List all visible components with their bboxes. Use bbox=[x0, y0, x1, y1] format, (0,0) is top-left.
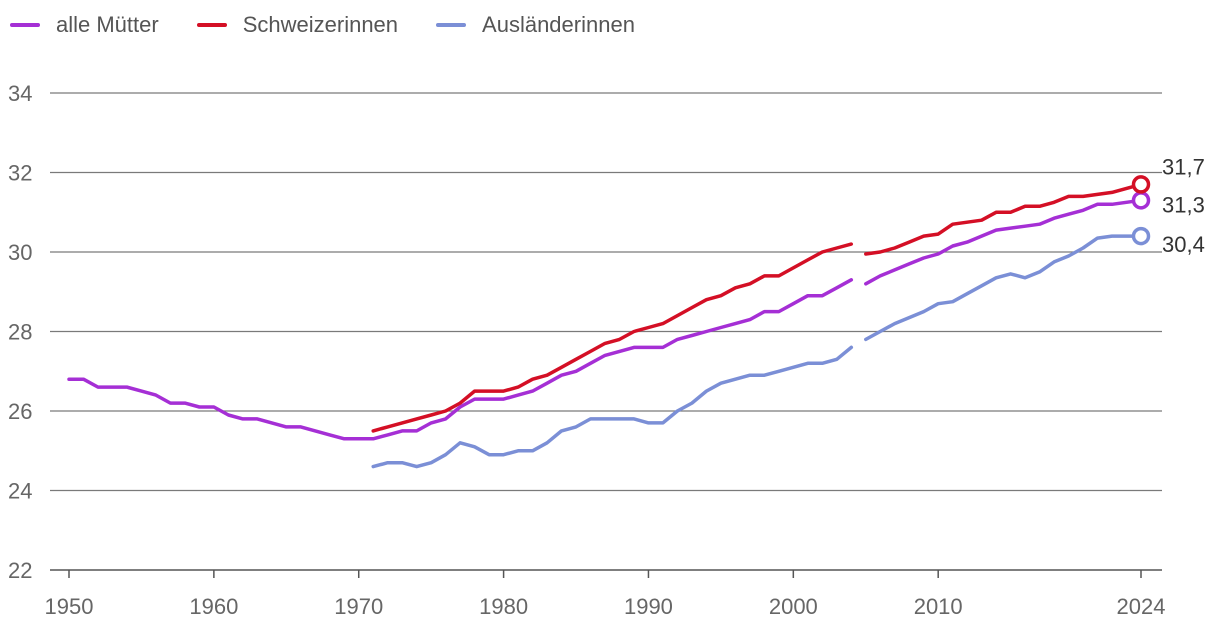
y-tick-label-26: 26 bbox=[8, 399, 32, 424]
series-end-marker-0[interactable] bbox=[1131, 191, 1151, 210]
series-line-1-segment-2 bbox=[864, 182, 1143, 256]
axis-layer: 22 24 26 28 30 32 34 1950 1960 1970 1980 1990 2000 20… bbox=[8, 81, 1165, 619]
y-tick-label-28: 28 bbox=[8, 320, 32, 345]
y-tick-label-34: 34 bbox=[8, 81, 32, 106]
x-tick-label-2024: 2024 bbox=[1117, 594, 1166, 619]
x-tick-label-2000: 2000 bbox=[769, 594, 818, 619]
series-line-2-segment-2 bbox=[864, 234, 1143, 342]
grid-layer bbox=[50, 92, 1162, 492]
x-tick-label-1960: 1960 bbox=[189, 594, 238, 619]
series-end-marker-2[interactable] bbox=[1131, 226, 1151, 246]
legend-swatch-all-mothers bbox=[10, 23, 40, 27]
series-end-label-2: 30,4 bbox=[1162, 232, 1205, 257]
legend-label-swiss: Schweizerinnen bbox=[242, 12, 399, 37]
y-tick-label-24: 24 bbox=[8, 479, 32, 504]
series-line-0-segment-2 bbox=[864, 198, 1143, 286]
legend-item-swiss[interactable]: Schweizerinnen bbox=[196, 12, 399, 38]
legend-item-foreign[interactable]: Ausländerinnen bbox=[436, 12, 635, 38]
legend-swatch-swiss bbox=[196, 23, 227, 27]
chart-legend: alle Mütter Schweizerinnen Ausländerinne… bbox=[10, 12, 673, 38]
x-tick-label-1970: 1970 bbox=[334, 594, 383, 619]
x-tick-label-1980: 1980 bbox=[479, 594, 528, 619]
series-end-marker-1[interactable] bbox=[1131, 175, 1151, 194]
legend-item-all-mothers[interactable]: alle Mütter bbox=[10, 12, 159, 38]
legend-label-all-mothers: alle Mütter bbox=[56, 12, 159, 37]
series-end-label-0: 31,3 bbox=[1162, 192, 1205, 217]
x-tick-label-2010: 2010 bbox=[914, 594, 963, 619]
y-tick-label-22: 22 bbox=[8, 558, 32, 583]
series-line-2-segment-1 bbox=[371, 345, 854, 469]
y-tick-label-30: 30 bbox=[8, 240, 32, 265]
series-end-label-1: 31,7 bbox=[1162, 154, 1205, 179]
series-layer bbox=[67, 182, 1143, 469]
series-line-0-segment-1 bbox=[67, 278, 854, 441]
x-tick-label-1950: 1950 bbox=[45, 594, 94, 619]
legend-swatch-foreign bbox=[436, 23, 467, 27]
y-tick-label-32: 32 bbox=[8, 161, 32, 186]
series-line-1-segment-1 bbox=[371, 242, 854, 433]
marker-layer: 31,3 31,7 30,4 bbox=[1131, 154, 1205, 257]
legend-label-foreign: Ausländerinnen bbox=[482, 12, 635, 37]
x-tick-label-1990: 1990 bbox=[624, 594, 673, 619]
